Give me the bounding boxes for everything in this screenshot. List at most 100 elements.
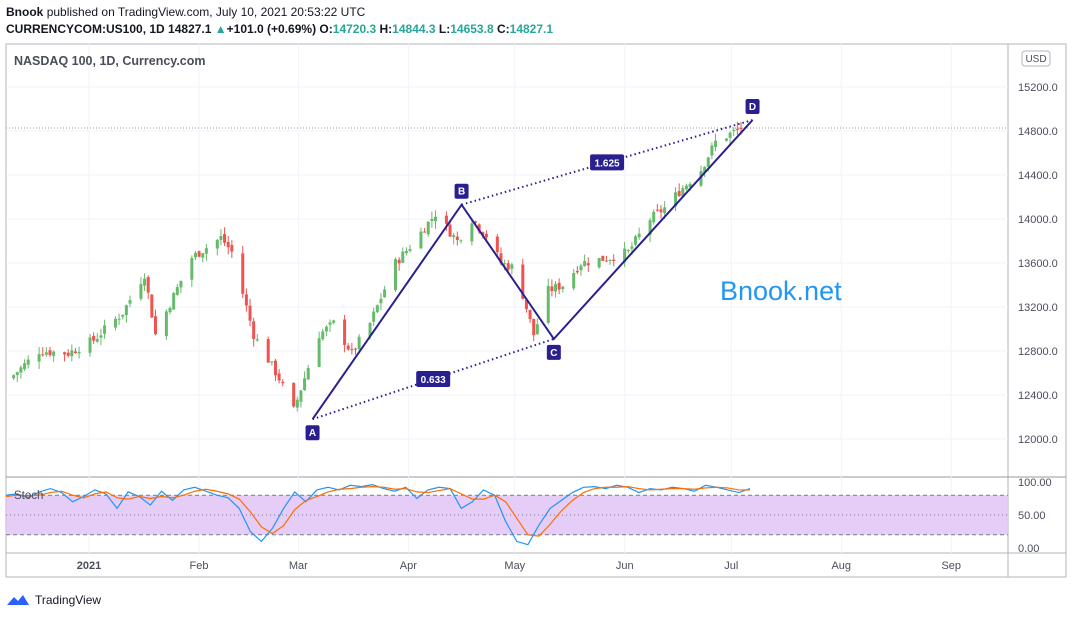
candle-body [434, 216, 438, 222]
time-tick-label: Feb [190, 560, 209, 572]
stoch-pane[interactable] [5, 484, 1008, 546]
candle-body [459, 240, 463, 242]
candle-body [146, 277, 150, 293]
candle-body [681, 188, 685, 197]
candle-body [15, 372, 19, 376]
candle-body [597, 258, 601, 268]
candle-body [550, 286, 554, 292]
candle-body [448, 224, 452, 237]
candle-body [394, 259, 398, 291]
stoch-tick-label: 100.00 [1018, 477, 1052, 489]
pattern-point-badge [546, 344, 561, 360]
candle-body [23, 363, 27, 370]
candle-body [48, 350, 52, 356]
candle-body [164, 311, 168, 337]
candle-body [121, 314, 125, 317]
price-tick-label: 12800.0 [1018, 346, 1058, 358]
symbol-label[interactable]: CURRENCYCOM:US100, 1D [6, 22, 165, 36]
watermark-text: Bnook.net [720, 276, 842, 306]
candle-body [92, 335, 96, 341]
stoch-tick-label: 0.00 [1018, 543, 1039, 555]
publisher-name[interactable]: Bnook [6, 5, 44, 19]
candle-body [499, 253, 503, 264]
candle-body [153, 316, 157, 335]
tradingview-logo-icon[interactable] [6, 593, 30, 607]
close-value: 14827.1 [509, 22, 554, 36]
candle-body [12, 375, 16, 379]
candle-body [77, 352, 81, 354]
candle-body [739, 127, 743, 130]
candle-body [52, 351, 56, 356]
stoch-label[interactable]: Stoch [14, 490, 43, 502]
candle-body [728, 132, 732, 138]
candle-body [375, 305, 379, 313]
candle-body [321, 331, 325, 340]
candle-body [172, 293, 176, 310]
pattern-point-badge [745, 99, 760, 114]
axes: 12000.0 12400.0 12800.0 13200.0 13600.0 14000… [77, 50, 1058, 572]
publish-info: Bnook published on TradingView.com, July… [6, 4, 1066, 21]
candle-body [452, 235, 456, 238]
candle-body [277, 373, 281, 381]
candle-body [608, 259, 612, 262]
candle-body [586, 263, 590, 266]
candle-body [655, 209, 659, 211]
low-label: L: [438, 22, 451, 36]
candle-body [419, 231, 423, 249]
candle-body [88, 337, 92, 353]
candle-body [241, 253, 245, 294]
candle-body [677, 191, 681, 197]
time-tick-label: 2021 [77, 560, 101, 572]
candle-body [699, 171, 703, 186]
candle-body [168, 308, 172, 313]
candle-body [244, 294, 248, 306]
candle-body [201, 253, 205, 258]
candle-body [554, 284, 558, 292]
candle-body [95, 338, 99, 342]
candle-body [41, 354, 45, 356]
abcd-pattern[interactable]: 1.625 0.633 A B C D [305, 99, 760, 441]
candle-body [383, 289, 387, 298]
tradingview-brand[interactable]: TradingView [35, 593, 102, 607]
candle-body [357, 336, 361, 349]
candle-body [248, 305, 252, 321]
candle-body [430, 218, 434, 221]
pattern-point-label: D [749, 102, 756, 113]
candle-body [604, 260, 608, 262]
candle-body [306, 367, 310, 380]
candle-body [175, 287, 179, 295]
open-label: O: [319, 22, 333, 36]
candle-body [324, 326, 328, 332]
pattern-point-badge [454, 183, 469, 199]
candle-body [575, 270, 579, 273]
candle-body [652, 211, 656, 223]
candle-body [190, 257, 194, 280]
candle-body [623, 248, 627, 262]
candle-body [684, 185, 688, 190]
candle-body [124, 305, 128, 316]
candle-body [346, 345, 350, 350]
low-value: 14653.8 [450, 22, 494, 36]
candle-body [379, 298, 383, 304]
high-label: H: [379, 22, 393, 36]
price-tick-label: 12000.0 [1018, 434, 1058, 446]
candle-body [710, 145, 714, 156]
candle-body [226, 241, 230, 248]
candle-body [143, 278, 147, 286]
candle-body [659, 209, 663, 213]
candle-body [252, 321, 256, 339]
time-tick-label: May [504, 560, 525, 572]
candle-body [317, 338, 321, 367]
candle-body [510, 264, 514, 269]
published-text: published on TradingView.com, July 10, 2… [46, 5, 366, 19]
price-tick-label: 12400.0 [1018, 390, 1058, 402]
candle-body [103, 325, 107, 334]
candle-body [474, 221, 478, 223]
pattern-point-label: A [309, 428, 316, 439]
candle-body [524, 299, 528, 310]
ratio-label-box [416, 371, 451, 388]
currency-badge [1021, 50, 1051, 67]
ratio-label-box [590, 154, 625, 171]
candle-body [688, 183, 692, 188]
